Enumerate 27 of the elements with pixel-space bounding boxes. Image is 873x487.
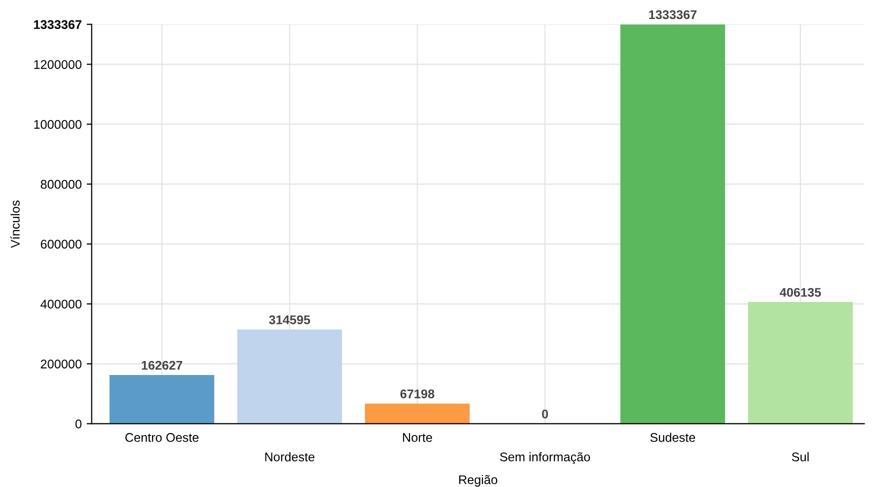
data-label: 67198: [400, 389, 434, 398]
y-tick-label: 0: [75, 419, 82, 428]
y-tick-label: 1000000: [34, 120, 82, 129]
bar: [748, 302, 853, 424]
y-tick-label: 1333367: [34, 20, 82, 30]
y-tick-label: 800000: [40, 180, 82, 189]
x-tick-label: Norte: [403, 433, 432, 442]
y-tick-label: 1200000: [34, 60, 82, 69]
x-axis-title: Região: [459, 474, 498, 487]
x-tick-label: Nordeste: [265, 452, 314, 462]
data-label: 1333367: [649, 10, 696, 20]
y-tick-label: 200000: [40, 360, 82, 368]
data-label: 0: [542, 410, 548, 418]
data-label: 406135: [780, 288, 821, 297]
x-tick-label: Centro Oeste: [125, 433, 199, 442]
data-label: 162627: [142, 360, 182, 370]
y-axis-title: Vínculos: [10, 200, 20, 248]
bar: [237, 329, 342, 424]
bar: [620, 24, 726, 424]
bar: [364, 404, 470, 424]
x-tick-label: Sudeste: [650, 432, 696, 442]
data-label: 314595: [269, 315, 310, 324]
x-tick-label: Sul: [792, 452, 809, 462]
y-tick-label: 600000: [40, 240, 82, 249]
y-tick-label: 400000: [40, 300, 82, 309]
bar: [110, 374, 214, 424]
x-tick-label: Sem informação: [500, 452, 590, 464]
